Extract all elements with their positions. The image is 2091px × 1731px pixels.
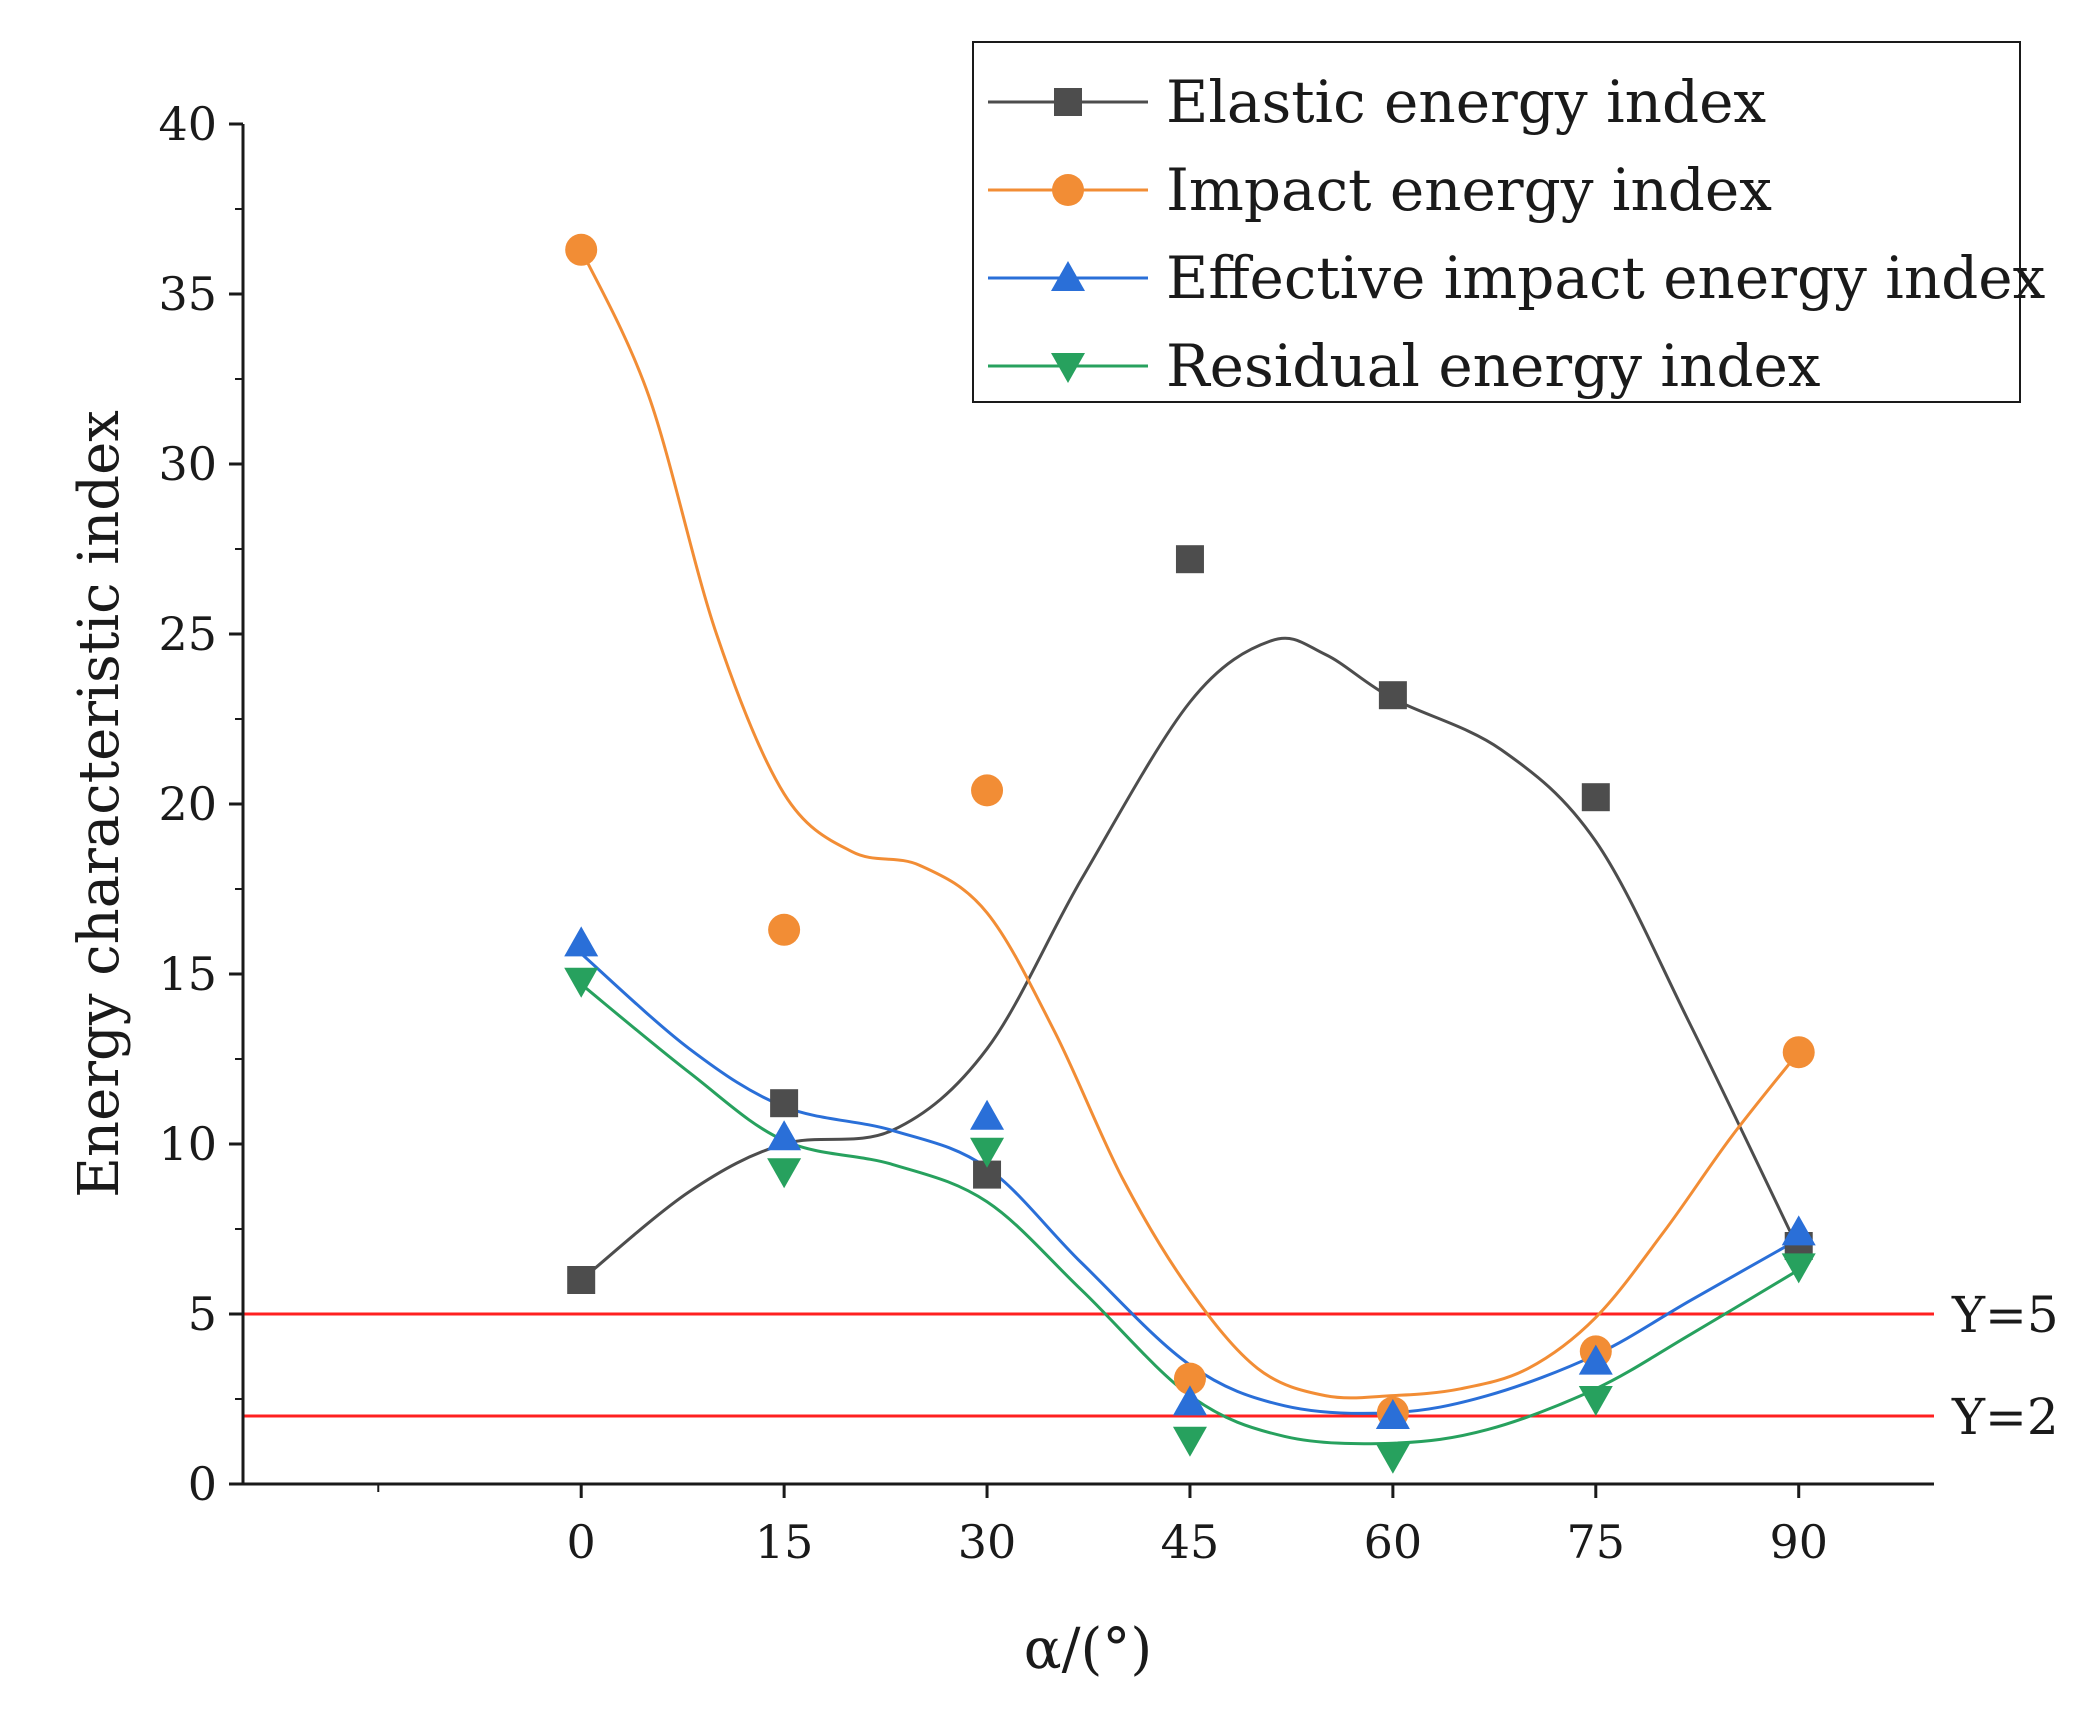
x-tick-label: 45 bbox=[1161, 1515, 1220, 1569]
ticks: 0 5 10 15 20 25 30 35 40 0 15 30 45 60 75 90 bbox=[158, 97, 1828, 1569]
data-point-series-2 bbox=[1172, 1385, 1207, 1416]
data-point-series-3 bbox=[767, 1158, 802, 1189]
data-point-series-3 bbox=[1172, 1426, 1207, 1457]
legend-label: Elastic energy index bbox=[1166, 68, 1766, 136]
y-tick-label: 25 bbox=[158, 607, 217, 661]
legend-label: Effective impact energy index bbox=[1166, 244, 2045, 312]
x-tick-label: 75 bbox=[1567, 1515, 1626, 1569]
fit-curve-series-2 bbox=[580, 952, 1800, 1415]
x-tick-label: 90 bbox=[1769, 1515, 1828, 1569]
data-point-series-3 bbox=[1375, 1443, 1410, 1474]
data-markers bbox=[564, 233, 1816, 1474]
y-tick-label: 5 bbox=[188, 1287, 217, 1341]
data-point-series-3 bbox=[1781, 1253, 1816, 1284]
data-point-series-2 bbox=[1578, 1344, 1613, 1375]
legend-marker bbox=[1051, 353, 1085, 383]
x-tick-label: 15 bbox=[755, 1515, 814, 1569]
legend-marker bbox=[1054, 88, 1082, 116]
data-point-series-1 bbox=[971, 774, 1004, 807]
x-tick-label: 0 bbox=[567, 1515, 596, 1569]
y-tick-label: 0 bbox=[188, 1457, 217, 1511]
data-point-series-2 bbox=[1781, 1215, 1816, 1246]
data-point-series-2 bbox=[970, 1099, 1005, 1130]
reference-line-label: Y=5 bbox=[1951, 1286, 2059, 1344]
data-point-series-1 bbox=[768, 913, 801, 946]
data-point-series-0 bbox=[1175, 545, 1204, 574]
x-tick-label: 60 bbox=[1364, 1515, 1423, 1569]
x-axis-title: α/(°) bbox=[1024, 1617, 1152, 1682]
data-point-series-3 bbox=[1578, 1386, 1613, 1416]
fit-curve-series-0 bbox=[580, 636, 1801, 1282]
fit-curves bbox=[579, 249, 1801, 1446]
data-point-series-0 bbox=[1581, 783, 1610, 812]
reference-line-label: Y=2 bbox=[1951, 1388, 2059, 1446]
fit-curve-series-1 bbox=[579, 249, 1800, 1400]
data-point-series-1 bbox=[1782, 1036, 1815, 1069]
legend-marker bbox=[1051, 261, 1085, 291]
data-point-series-2 bbox=[564, 926, 599, 957]
data-point-series-2 bbox=[1375, 1399, 1410, 1429]
legend-items: Elastic energy index Impact energy index E… bbox=[988, 68, 2045, 400]
x-tick-label: 30 bbox=[958, 1515, 1017, 1569]
data-point-series-0 bbox=[1378, 681, 1407, 710]
legend-label: Residual energy index bbox=[1166, 332, 1820, 400]
y-tick-label: 40 bbox=[158, 97, 217, 151]
y-tick-label: 35 bbox=[158, 267, 217, 321]
reference-lines: Y=5 Y=2 bbox=[243, 1286, 2059, 1446]
data-point-series-3 bbox=[564, 967, 599, 998]
legend: Elastic energy index Impact energy index E… bbox=[972, 41, 2045, 403]
data-point-series-3 bbox=[970, 1137, 1005, 1168]
legend-marker bbox=[1052, 174, 1084, 206]
data-point-series-1 bbox=[565, 233, 598, 266]
y-tick-label: 20 bbox=[158, 777, 217, 831]
data-point-series-2 bbox=[767, 1120, 802, 1151]
y-tick-label: 30 bbox=[158, 437, 217, 491]
y-tick-label: 10 bbox=[158, 1117, 217, 1171]
data-point-series-0 bbox=[567, 1266, 596, 1294]
y-axis-title: Energy characteristic index bbox=[67, 410, 132, 1198]
y-tick-label: 15 bbox=[158, 947, 217, 1001]
data-point-series-0 bbox=[770, 1089, 799, 1118]
data-point-series-1 bbox=[1173, 1362, 1206, 1395]
legend-label: Impact energy index bbox=[1166, 156, 1772, 224]
